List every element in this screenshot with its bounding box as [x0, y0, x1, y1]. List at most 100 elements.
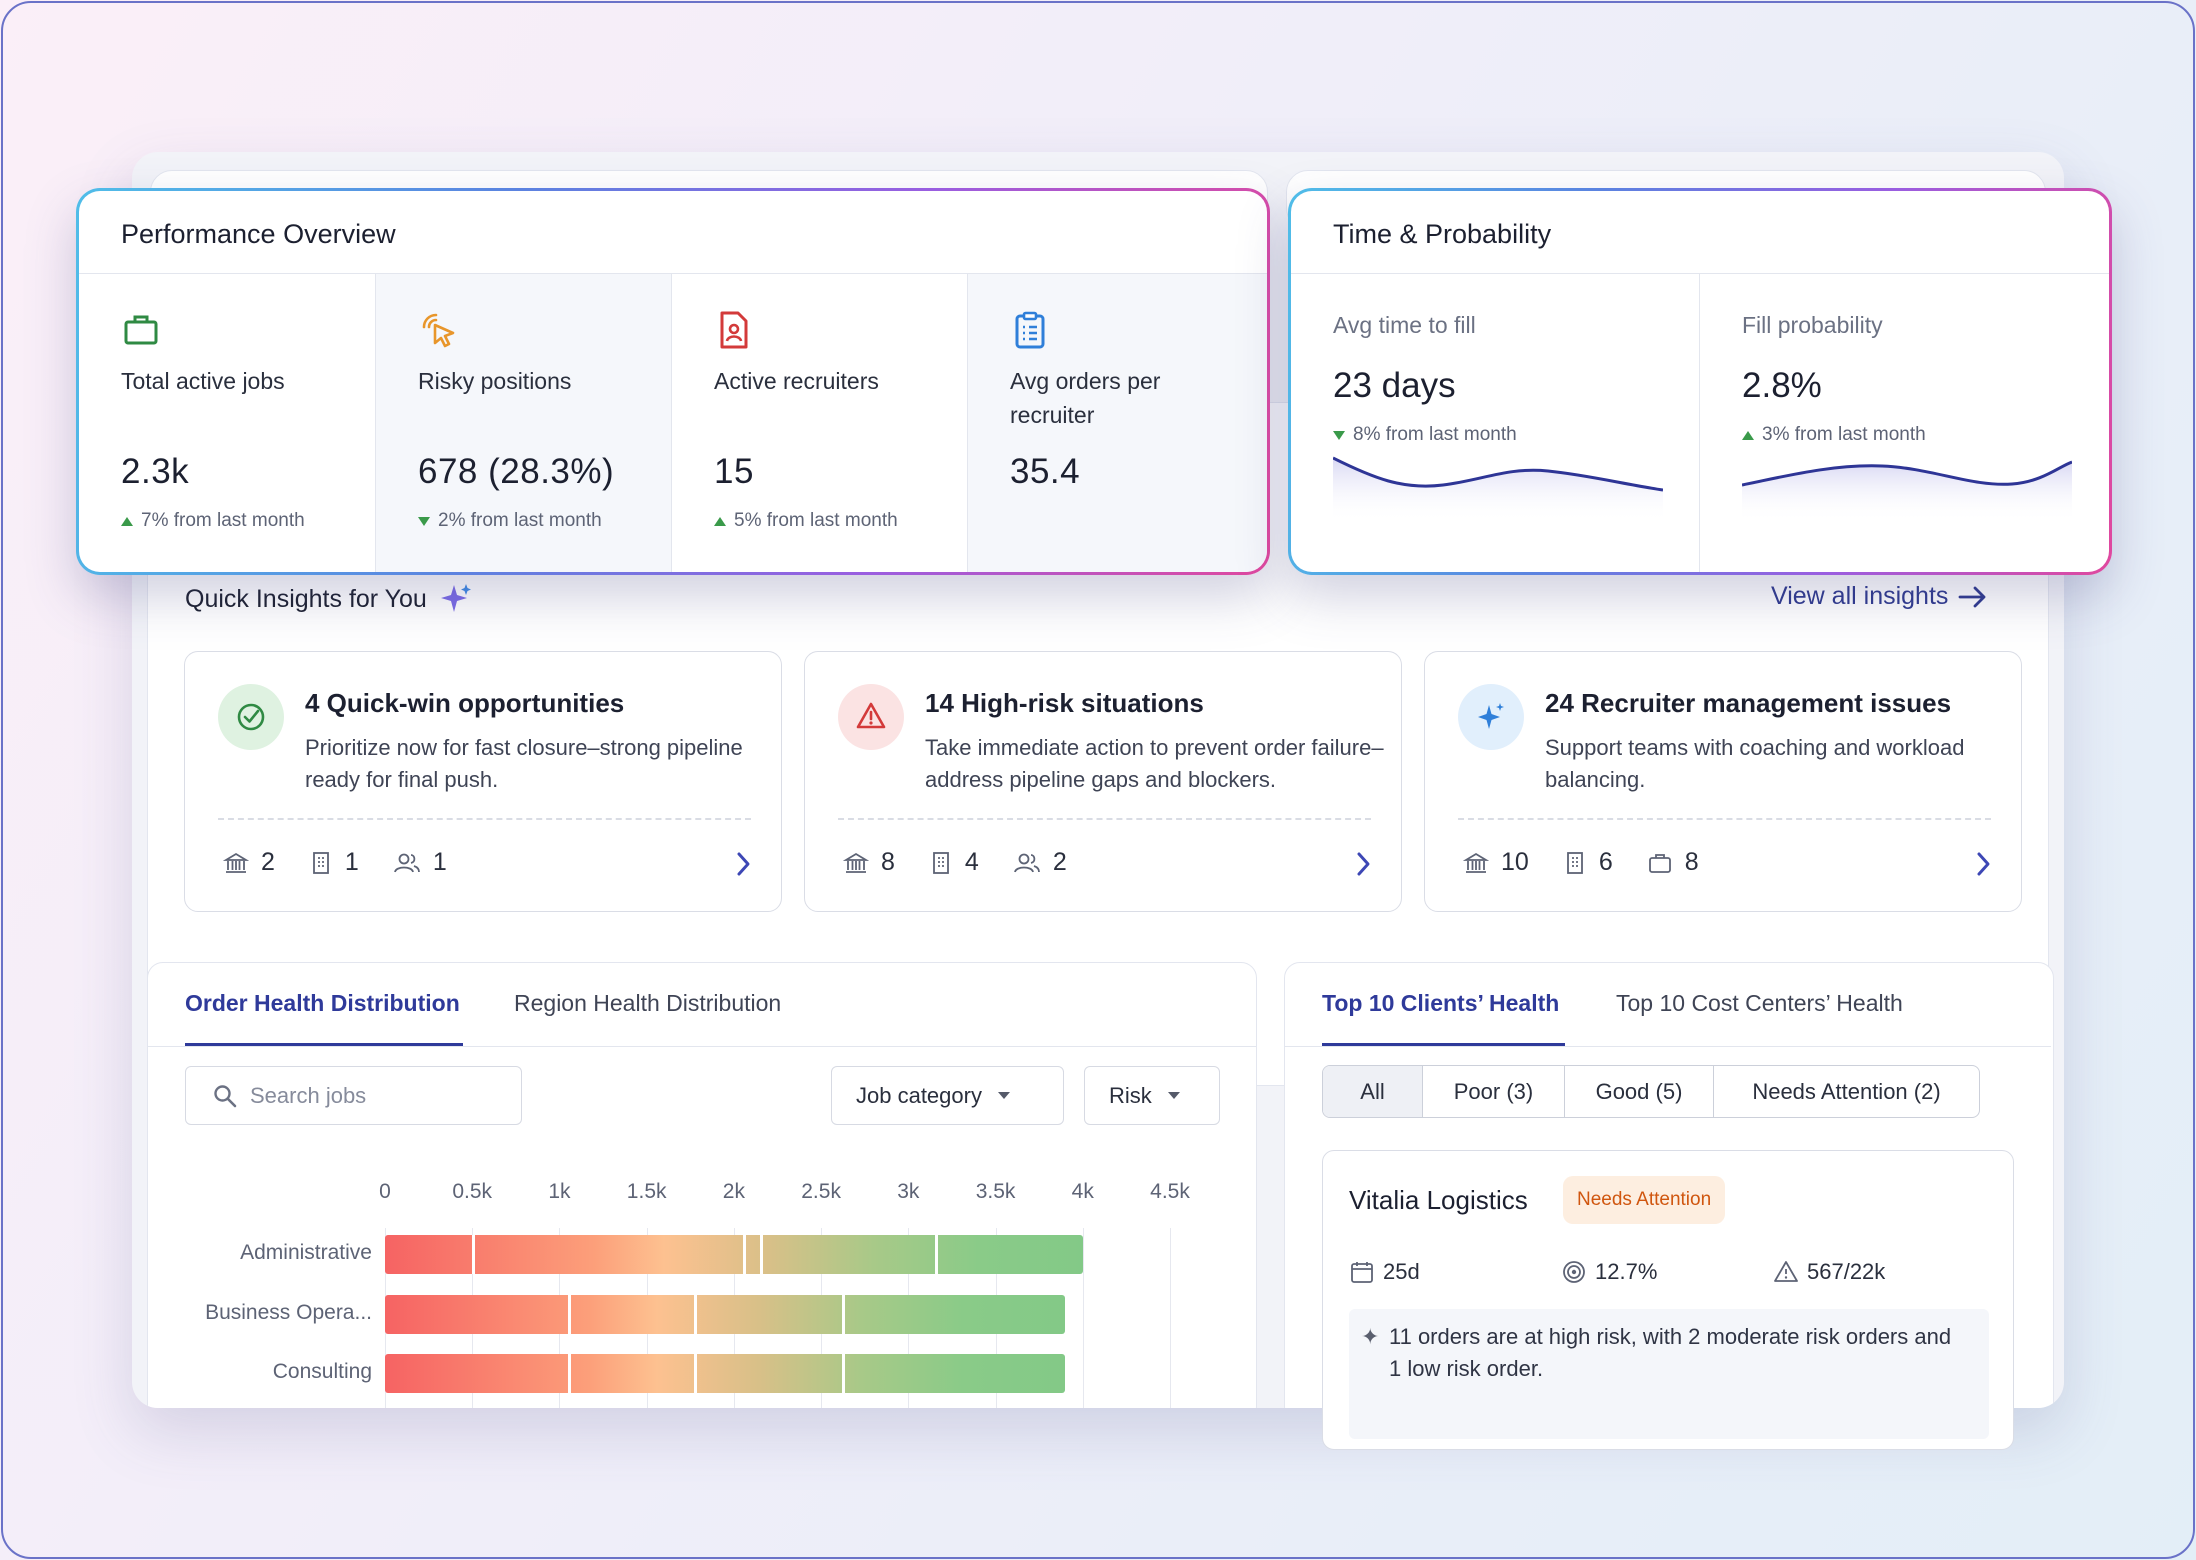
- filter-needs-attention[interactable]: Needs Attention (2): [1752, 1078, 1941, 1104]
- filter-all[interactable]: All: [1323, 1066, 1423, 1117]
- recruiters-count: 1: [432, 848, 447, 876]
- chevron-right-icon[interactable]: [1353, 850, 1373, 878]
- clients-count: 10: [1501, 848, 1529, 876]
- chevron-right-icon[interactable]: [733, 850, 753, 878]
- metric-value: 2.8%: [1742, 366, 1822, 405]
- bar-segment-divider: [693, 1295, 697, 1334]
- client-card[interactable]: Vitalia Logistics Needs Attention 25d 12…: [1322, 1150, 2014, 1450]
- metric-value: 23 days: [1333, 366, 1456, 405]
- users-icon: [393, 853, 420, 872]
- sparkle-icon: [440, 584, 471, 612]
- sparkle-icon: [1458, 684, 1524, 750]
- view-all-insights-link[interactable]: View all insights: [1771, 582, 1988, 611]
- category-label: Consulting: [272, 1360, 372, 1383]
- axis-tick-label: 1.5k: [626, 1180, 667, 1203]
- caret-down-icon: [1167, 1092, 1180, 1099]
- sparkline: [1742, 460, 2072, 522]
- status-badge: Needs Attention: [1563, 1176, 1726, 1224]
- metric-label: Avg orders per recruiter: [1010, 368, 1161, 428]
- bar[interactable]: [385, 1354, 1066, 1393]
- insight-card-recruiter-issues[interactable]: 24 Recruiter management issues Support t…: [1424, 651, 2022, 912]
- warning-icon: [838, 684, 904, 750]
- metric-value: 15: [714, 452, 754, 491]
- tab-region-health[interactable]: Region Health Distribution: [514, 990, 782, 1016]
- category-label: Business Opera...: [205, 1301, 372, 1324]
- divider: [79, 273, 1267, 274]
- health-filter-segmented: All Poor (3) Good (5) Needs Attention (2…: [1322, 1065, 1980, 1118]
- bar[interactable]: [385, 1235, 1083, 1274]
- bar-segment-divider: [934, 1235, 938, 1274]
- metric-delta: 8% from last month: [1333, 424, 1517, 446]
- metric-active-recruiters[interactable]: Active recruiters 15 5% from last month: [672, 274, 968, 572]
- metric-label: Risky positions: [418, 368, 572, 394]
- bank-icon: [223, 852, 249, 873]
- bar-segment-divider: [760, 1235, 764, 1274]
- insight-card-high-risk[interactable]: 14 High-risk situations Take immediate a…: [804, 651, 1402, 912]
- tab-top-cost-centers[interactable]: Top 10 Cost Centers’ Health: [1616, 990, 1903, 1016]
- calendar-icon: [1351, 1262, 1373, 1283]
- bar-segment-divider: [568, 1354, 572, 1393]
- axis-tick-label: 1k: [548, 1180, 571, 1203]
- metric-label: Fill probability: [1742, 312, 1883, 338]
- caret-down-icon: [997, 1092, 1010, 1099]
- insight-title: 14 High-risk situations: [925, 688, 1204, 718]
- briefcase-icon: [124, 315, 158, 345]
- metric-avg-orders[interactable]: Avg orders per recruiter 35.4: [968, 274, 1267, 572]
- insight-title: 24 Recruiter management issues: [1545, 688, 1952, 718]
- category-label: Administrative: [240, 1241, 372, 1264]
- filter-good[interactable]: Good (5): [1565, 1066, 1714, 1117]
- cost-centers-count: 6: [1598, 848, 1613, 876]
- metric-risky-positions[interactable]: Risky positions 678 (28.3%) 2% from last…: [376, 274, 672, 572]
- bar-segment-divider: [842, 1295, 846, 1334]
- filter-poor[interactable]: Poor (3): [1423, 1066, 1565, 1117]
- chevron-right-icon[interactable]: [1973, 850, 1993, 878]
- tab-top-clients[interactable]: Top 10 Clients’ Health: [1322, 990, 1560, 1016]
- metric-total-active-jobs[interactable]: Total active jobs 2.3k 7% from last mont…: [79, 274, 376, 572]
- insight-description: Take immediate action to prevent order f…: [925, 735, 1384, 792]
- sparkline: [1333, 456, 1663, 522]
- building-icon: [1566, 851, 1583, 874]
- metric-value: 35.4: [1010, 452, 1081, 491]
- divider: [148, 1046, 1256, 1047]
- axis-tick-label: 4k: [1071, 1180, 1094, 1203]
- trend-up-icon: [714, 516, 726, 526]
- fill-probability[interactable]: Fill probability 2.8% 3% from last month: [1700, 274, 2109, 572]
- job-category-dropdown[interactable]: Job category: [831, 1066, 1064, 1125]
- search-input[interactable]: Search jobs: [185, 1066, 522, 1125]
- gridline: [1170, 1228, 1171, 1408]
- cost-centers-count: 1: [344, 848, 359, 876]
- divider: [218, 818, 751, 820]
- tab-order-health[interactable]: Order Health Distribution: [185, 990, 460, 1016]
- insight-card-quick-win[interactable]: 4 Quick-win opportunities Prioritize now…: [184, 651, 782, 912]
- time-to-fill-stat: 25d: [1349, 1259, 1420, 1285]
- search-icon: [214, 1084, 237, 1107]
- axis-tick-label: 3k: [897, 1180, 920, 1203]
- bar-segment-divider: [842, 1354, 846, 1393]
- jobs-count: 8: [1684, 848, 1699, 876]
- metric-delta: 5% from last month: [714, 510, 898, 532]
- ai-summary: ✦ 11 orders are at high risk, with 2 mod…: [1349, 1309, 1989, 1439]
- axis-tick-label: 3.5k: [975, 1180, 1016, 1203]
- axis-tick-label: 0.5k: [452, 1180, 493, 1203]
- risk-dropdown[interactable]: Risk: [1084, 1066, 1220, 1125]
- clients-count: 8: [881, 848, 895, 876]
- bank-icon: [1463, 852, 1489, 873]
- check-circle-icon: [218, 684, 284, 750]
- bar[interactable]: [385, 1295, 1066, 1334]
- divider: [1285, 1046, 2051, 1047]
- avg-time-to-fill[interactable]: Avg time to fill 23 days 8% from last mo…: [1291, 274, 1700, 572]
- metric-value: 678 (28.3%): [418, 452, 615, 491]
- axis-tick-label: 2k: [722, 1180, 745, 1203]
- axis-tick-label: 0: [379, 1180, 391, 1203]
- recruiters-count: 2: [1052, 848, 1067, 876]
- divider: [838, 818, 1371, 820]
- trend-up-icon: [121, 516, 133, 526]
- cursor-click-icon: [422, 313, 455, 348]
- briefcase-icon: [1648, 853, 1671, 873]
- building-icon: [313, 851, 329, 874]
- performance-overview-card: Performance Overview Total active jobs 2…: [76, 188, 1270, 575]
- card-title: Performance Overview: [121, 219, 396, 249]
- trend-down-icon: [418, 516, 430, 526]
- bar-segment-divider: [742, 1235, 746, 1274]
- target-icon: [1563, 1261, 1585, 1283]
